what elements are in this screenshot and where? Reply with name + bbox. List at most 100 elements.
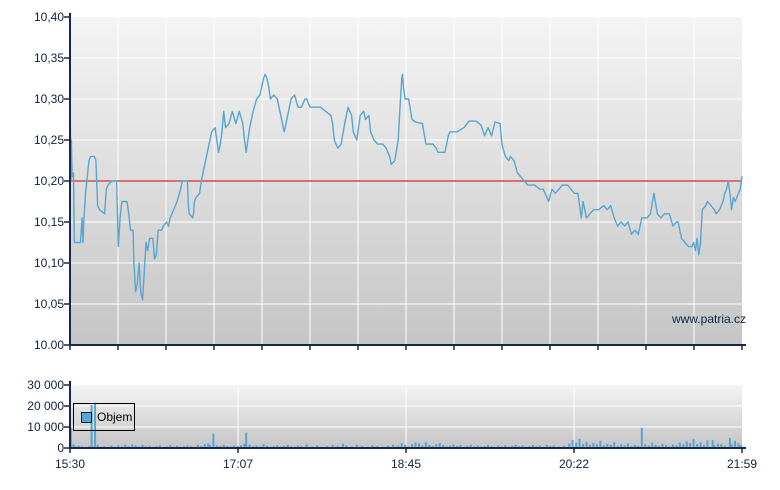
volume-bar xyxy=(626,443,629,448)
volume-bar xyxy=(647,445,650,448)
volume-bar xyxy=(449,445,452,448)
volume-bar xyxy=(392,444,395,448)
volume-bar xyxy=(575,442,578,448)
volume-bar xyxy=(664,445,667,448)
volume-bar xyxy=(702,444,705,448)
volume-bar xyxy=(602,445,605,448)
volume-bar xyxy=(637,445,640,448)
volume-bar xyxy=(633,444,636,448)
volume-bar xyxy=(397,445,400,448)
volume-bar xyxy=(141,444,144,448)
volume-bar xyxy=(734,440,737,448)
volume-bar xyxy=(331,444,334,448)
volume-bar xyxy=(689,442,692,448)
volume-bar xyxy=(521,445,524,448)
volume-bar xyxy=(286,444,289,448)
volume-bar xyxy=(77,445,80,448)
volume-bar xyxy=(640,427,643,448)
legend-label: Objem xyxy=(97,410,133,424)
volume-bar xyxy=(545,444,548,448)
volume-bar xyxy=(110,445,113,448)
volume-bar xyxy=(487,445,490,448)
volume-bar xyxy=(169,445,172,448)
volume-bar xyxy=(599,440,602,448)
volume-bar xyxy=(207,443,210,448)
volume-bar xyxy=(435,444,438,448)
volume-bar xyxy=(345,445,348,448)
volume-bar xyxy=(682,444,685,448)
volume-bar xyxy=(654,444,657,448)
volume-bar xyxy=(466,445,469,448)
volume-bar xyxy=(265,445,268,448)
volume-bar xyxy=(678,442,681,448)
volume-bar xyxy=(196,444,199,448)
volume-bar xyxy=(716,443,719,448)
volume-bar xyxy=(571,440,574,448)
volume-bar xyxy=(706,440,709,448)
volume-bar xyxy=(651,442,654,448)
volume-bar xyxy=(578,438,581,448)
volume-bar xyxy=(226,445,229,448)
volume-bar xyxy=(262,444,265,448)
volume-bar xyxy=(514,444,517,448)
volume-bar xyxy=(148,445,151,448)
volume-bar xyxy=(248,444,251,448)
volume-bar xyxy=(208,445,211,448)
volume-bar xyxy=(644,444,647,448)
volume-bar xyxy=(341,443,344,448)
volume-bar xyxy=(685,441,688,448)
volume-bar xyxy=(424,442,427,448)
volume-bar xyxy=(255,445,258,448)
volume-bar xyxy=(592,442,595,448)
volume-bar xyxy=(699,442,702,448)
volume-bar xyxy=(131,444,134,448)
volume-bar xyxy=(452,444,455,448)
volume-bar xyxy=(222,444,225,448)
legend-swatch-icon xyxy=(81,411,92,423)
volume-bar xyxy=(212,433,215,448)
volume-bar xyxy=(483,445,486,448)
volume-bar xyxy=(326,445,329,448)
volume-bar xyxy=(720,444,723,448)
volume-bar xyxy=(176,445,179,448)
volume-bar xyxy=(94,402,97,448)
volume-bar xyxy=(606,443,609,448)
watermark: www.patria.cz xyxy=(671,312,746,326)
volume-bar xyxy=(504,445,507,448)
volume-bar xyxy=(692,439,695,448)
volume-bar xyxy=(124,444,127,448)
volume-bar xyxy=(609,444,612,448)
volume-bar xyxy=(243,443,246,448)
volume-bar xyxy=(360,445,363,448)
volume-bar xyxy=(595,444,598,448)
volume-bar xyxy=(414,442,417,448)
volume-bar xyxy=(233,445,236,448)
volume-bar xyxy=(713,445,716,448)
volume-bar xyxy=(400,442,403,448)
volume-bar xyxy=(528,445,531,448)
volume-bar xyxy=(386,445,389,448)
volume-bar xyxy=(538,445,541,448)
volume-bar xyxy=(442,445,445,448)
volume-bar xyxy=(305,444,308,448)
volume-bar xyxy=(728,437,731,448)
volume-bar xyxy=(276,445,279,448)
volume-bar xyxy=(428,444,431,448)
volume-bar xyxy=(588,444,591,448)
volume-bar xyxy=(134,445,137,448)
volume-bar xyxy=(459,445,462,448)
volume-bar xyxy=(90,404,93,448)
volume-bar xyxy=(737,443,740,448)
price-line xyxy=(69,73,743,301)
volume-bar xyxy=(711,440,714,448)
volume-bar xyxy=(658,445,661,448)
volume-bar xyxy=(421,445,424,448)
volume-bar xyxy=(371,445,374,448)
volume-bar xyxy=(117,445,120,448)
volume-bar xyxy=(623,445,626,448)
volume-bar xyxy=(661,443,664,448)
volume-bar xyxy=(438,443,441,448)
volume-bar xyxy=(411,444,414,448)
